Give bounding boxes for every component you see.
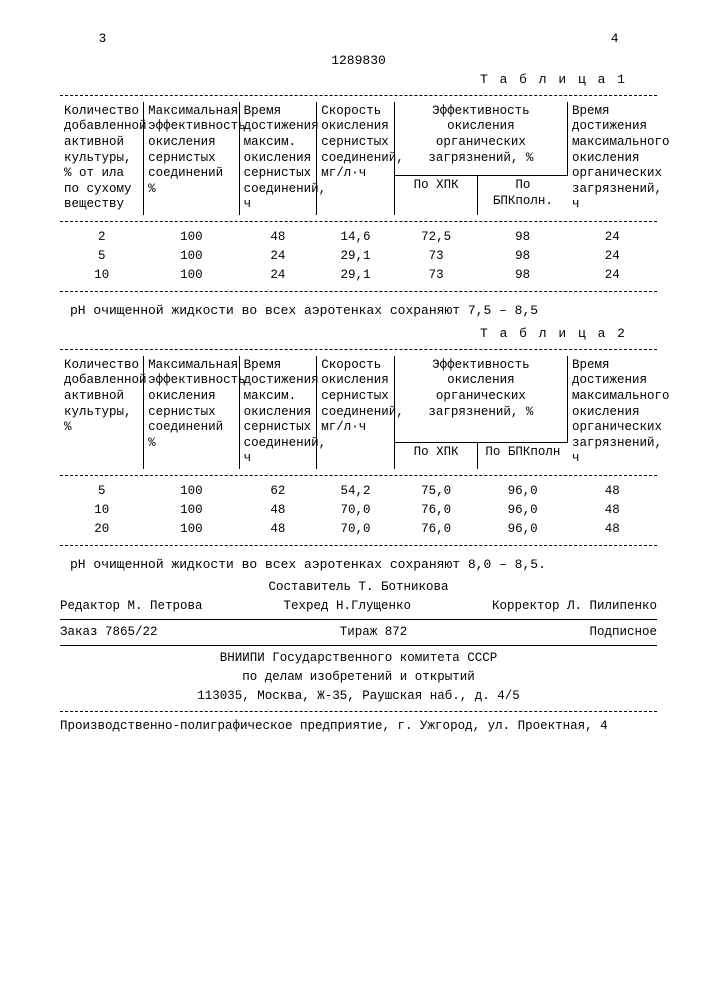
t2-h1: Количество добавленной активной культуры… — [60, 356, 144, 469]
divider — [60, 221, 657, 222]
divider — [60, 711, 657, 712]
t2-h6: Время достижения максимального окисления… — [567, 356, 657, 469]
t1-h6: Время достижения максимального окисления… — [567, 102, 657, 215]
t1-h1: Количество добавленной активной культуры… — [60, 102, 144, 215]
table2-label: Т а б л и ц а 2 — [60, 325, 627, 343]
footer: Составитель Т. Ботникова Редактор М. Пет… — [60, 579, 657, 734]
doc-number: 1289830 — [60, 52, 657, 70]
order: Заказ 7865/22 — [60, 624, 158, 641]
divider — [60, 349, 657, 350]
table-row: 51006254,275,096,048 — [60, 482, 657, 501]
t1-h3: Время достижения максим. окисления серни… — [239, 102, 317, 215]
table1-body: 21004814,672,59824 51002429,1739824 1010… — [60, 228, 657, 285]
page-right: 4 — [611, 30, 619, 48]
table-row: 21004814,672,59824 — [60, 228, 657, 247]
table-row: 51002429,1739824 — [60, 247, 657, 266]
table-row: 201004870,076,096,048 — [60, 520, 657, 539]
table1-head: Количество добавленной активной культуры… — [60, 102, 657, 215]
press: Производственно-полиграфическое предприя… — [60, 718, 657, 735]
t2-h2: Максимальная эффективность окисления сер… — [144, 356, 240, 469]
t2-h5b: По БПКполн — [478, 443, 568, 469]
table-row: 101004870,076,096,048 — [60, 501, 657, 520]
t2-h4: Скорость окисления сернистых соединений,… — [317, 356, 395, 469]
editor: Редактор М. Петрова — [60, 598, 203, 615]
divider — [60, 545, 657, 546]
t1-h5b: По БПКполн. — [478, 176, 568, 215]
t2-h5a: По ХПК — [394, 443, 478, 469]
table-row: 101002429,1739824 — [60, 266, 657, 285]
page-numbers: 3 4 — [99, 30, 619, 48]
divider — [60, 645, 657, 646]
table2-head: Количество добавленной активной культуры… — [60, 356, 657, 469]
org1: ВНИИПИ Государственного комитета СССР — [60, 650, 657, 667]
t2-h3: Время достижения максим. окисления серни… — [239, 356, 317, 469]
corrector: Корректор Л. Пилипенко — [492, 598, 657, 615]
table1-note: pH очищенной жидкости во всех аэротенках… — [70, 302, 657, 320]
divider — [60, 475, 657, 476]
divider — [60, 95, 657, 96]
t2-h5: Эффективность окисления органических заг… — [394, 356, 567, 443]
divider — [60, 619, 657, 620]
tirazh: Тираж 872 — [340, 624, 408, 641]
tech: Техред Н.Глущенко — [283, 598, 411, 615]
page-left: 3 — [99, 30, 107, 48]
divider — [60, 291, 657, 292]
sign: Подписное — [589, 624, 657, 641]
table2-body: 51006254,275,096,048 101004870,076,096,0… — [60, 482, 657, 539]
addr: 113035, Москва, Ж-35, Раушская наб., д. … — [60, 688, 657, 705]
t1-h2: Максимальная эффективность окисления сер… — [144, 102, 240, 215]
t1-h5: Эффективность окисления органических заг… — [394, 102, 567, 176]
t1-h4: Скорость окисления сернистых соединений,… — [317, 102, 395, 215]
t1-h5a: По ХПК — [394, 176, 478, 215]
table2-note: pH очищенной жидкости во всех аэротенках… — [70, 556, 657, 574]
table1-label: Т а б л и ц а 1 — [60, 71, 627, 89]
org2: по делам изобретений и открытий — [60, 669, 657, 686]
compiler: Составитель Т. Ботникова — [60, 579, 657, 596]
